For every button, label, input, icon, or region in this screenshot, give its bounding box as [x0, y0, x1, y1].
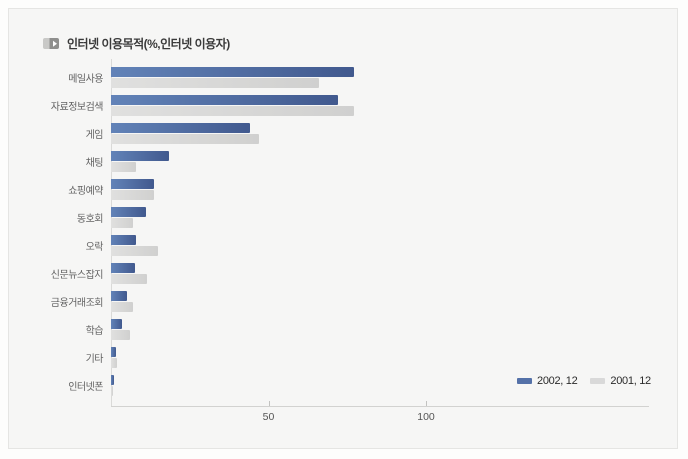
bar-2002	[111, 374, 115, 385]
chart-row: 동호회	[17, 203, 688, 231]
bar-2001	[111, 217, 134, 228]
bar-2001	[111, 301, 134, 312]
tick-mark	[268, 401, 270, 406]
legend-label-2001: 2001, 12	[610, 375, 651, 387]
bar-2002	[111, 66, 354, 77]
bar-group	[111, 287, 688, 315]
bar-2001	[111, 329, 130, 340]
chart-panel: 인터넷 이용목적(%,인터넷 이용자) 메일사용 자료정보검색 게임 채팅 쇼	[8, 8, 678, 449]
bar-2002	[111, 262, 135, 273]
legend-item-2002: 2002, 12	[517, 375, 578, 387]
bar-group	[111, 343, 688, 371]
bar-2002	[111, 318, 123, 329]
bar-group	[111, 175, 688, 203]
bar-2001	[111, 105, 354, 116]
bar-group	[111, 63, 688, 91]
bar-2002	[111, 122, 250, 133]
bar-group	[111, 371, 688, 399]
category-label: 게임	[85, 129, 104, 141]
category-label: 학습	[85, 325, 104, 337]
bar-2002	[111, 94, 338, 105]
tick-label: 100	[417, 411, 435, 423]
category-label: 신문뉴스잡지	[50, 269, 104, 281]
bar-2002	[111, 150, 170, 161]
chart-row: 채팅	[17, 147, 688, 175]
bar-group	[111, 315, 688, 343]
tick-mark	[426, 401, 427, 406]
chart-row: 학습	[17, 315, 688, 343]
bar-group	[111, 259, 688, 287]
bar-2002	[111, 178, 154, 189]
bar-2002	[111, 346, 116, 357]
bar-chart: 메일사용 자료정보검색 게임 채팅 쇼핑예약 동호	[17, 63, 688, 399]
chart-row: 쇼핑예약	[17, 175, 688, 203]
chart-row: 인터넷폰	[17, 371, 688, 399]
category-label: 동호회	[76, 213, 104, 225]
bar-group	[111, 203, 688, 231]
chart-row: 오락	[17, 231, 688, 259]
category-label: 오락	[85, 241, 104, 253]
bar-2001	[111, 77, 319, 88]
bar-2001	[111, 161, 137, 172]
legend-swatch-2001	[590, 378, 606, 384]
chart-title-row: 인터넷 이용목적(%,인터넷 이용자)	[43, 35, 230, 52]
category-label: 기타	[85, 353, 104, 365]
chart-row: 자료정보검색	[17, 91, 688, 119]
chart-row: 메일사용	[17, 63, 688, 91]
legend: 2002, 12 2001, 12	[517, 375, 651, 387]
bar-2001	[111, 245, 159, 256]
chart-row: 신문뉴스잡지	[17, 259, 688, 287]
bar-group	[111, 231, 688, 259]
bar-2002	[111, 290, 127, 301]
category-label: 인터넷폰	[68, 381, 103, 393]
category-label: 채팅	[85, 157, 104, 169]
bar-group	[111, 147, 688, 175]
bar-2001	[111, 385, 114, 396]
chart-row: 게임	[17, 119, 688, 147]
chart-title: 인터넷 이용목적(%,인터넷 이용자)	[67, 37, 230, 51]
category-label: 메일사용	[68, 73, 103, 85]
legend-swatch-2002	[517, 378, 532, 384]
bar-2002	[111, 206, 146, 217]
bar-2001	[111, 273, 148, 284]
play-arrow-icon	[43, 38, 59, 49]
x-axis-line	[111, 406, 649, 407]
bar-2001	[111, 189, 154, 200]
category-label: 금융거래조회	[50, 297, 104, 309]
legend-label-2002: 2002, 12	[537, 375, 578, 387]
bar-group	[111, 119, 688, 147]
bar-2002	[111, 234, 137, 245]
bar-2001	[111, 133, 260, 144]
bar-2001	[111, 357, 118, 368]
tick-label: 50	[262, 411, 275, 423]
chart-row: 금융거래조회	[17, 287, 688, 315]
y-axis-line	[111, 59, 112, 406]
legend-item-2001: 2001, 12	[590, 375, 651, 387]
bar-group	[111, 91, 688, 119]
category-label: 자료정보검색	[50, 101, 104, 113]
category-label: 쇼핑예약	[68, 185, 103, 197]
chart-row: 기타	[17, 343, 688, 371]
